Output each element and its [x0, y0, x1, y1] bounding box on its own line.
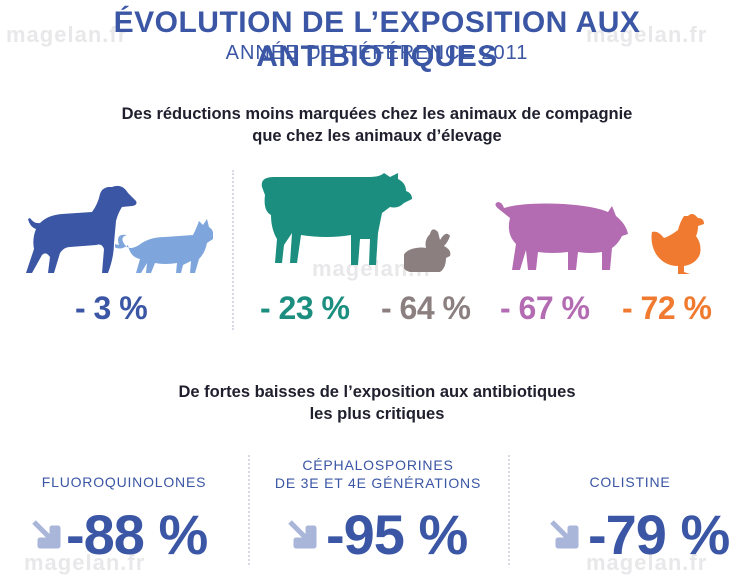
section-heading-animals: Des réductions moins marquées chez les a… [0, 103, 754, 147]
antibiotic-label-line: CÉPHALOSPORINES [302, 457, 454, 473]
cow-icon [261, 173, 412, 265]
dog-icon [26, 185, 137, 273]
down-right-arrow-icon [288, 520, 317, 549]
pig-percentage: - 67 % [500, 290, 590, 326]
antibiotic-percentage: -79 % [588, 503, 730, 566]
antibiotic-label-line: COLISTINE [589, 474, 671, 490]
chicken-icon [651, 214, 704, 274]
antibiotic-percentage: -95 % [326, 503, 468, 566]
cattle-percentage: - 23 % [260, 290, 350, 326]
antibiotic-percentage: -88 % [66, 503, 208, 566]
section-heading-line: les plus critiques [309, 405, 445, 423]
watermark: magelan.fr [586, 550, 708, 575]
antibiotic-label-line: DE 3E ET 4E GÉNÉRATIONS [274, 475, 482, 491]
divider [248, 455, 250, 565]
antibiotic-label: FLUOROQUINOLONES [14, 473, 234, 491]
watermark: magelan.fr [6, 22, 128, 47]
page-title: ÉVOLUTION DE L’EXPOSITION AUX ANTIBIOTIQ… [113, 6, 641, 73]
antibiotic-label-line: FLUOROQUINOLONES [41, 474, 207, 490]
antibiotic-label: CÉPHALOSPORINES DE 3E ET 4E GÉNÉRATIONS [262, 456, 494, 492]
section-heading-line: que chez les animaux d’élevage [252, 127, 502, 145]
poultry-percentage: - 72 % [622, 290, 712, 326]
down-right-arrow-icon [32, 520, 61, 549]
watermark: magelan.fr [24, 550, 146, 575]
page-subtitle: ANNÉE DE RÉFÉRENCE 2011 [225, 42, 529, 64]
pig-icon [495, 202, 628, 270]
down-right-arrow-icon [550, 520, 579, 549]
rabbit-icon [404, 229, 451, 272]
watermark: magelan.fr [586, 22, 708, 47]
section-heading-line: De fortes baisses de l’exposition aux an… [178, 383, 576, 401]
divider [232, 170, 234, 330]
divider [508, 455, 510, 565]
companion-percentage: - 3 % [75, 290, 148, 326]
section-heading-line: Des réductions moins marquées chez les a… [121, 105, 633, 123]
rabbit-percentage: - 64 % [381, 290, 471, 326]
cat-icon [115, 219, 213, 273]
section-heading-antibiotics: De fortes baisses de l’exposition aux an… [0, 381, 754, 425]
antibiotic-label: COLISTINE [530, 473, 730, 491]
